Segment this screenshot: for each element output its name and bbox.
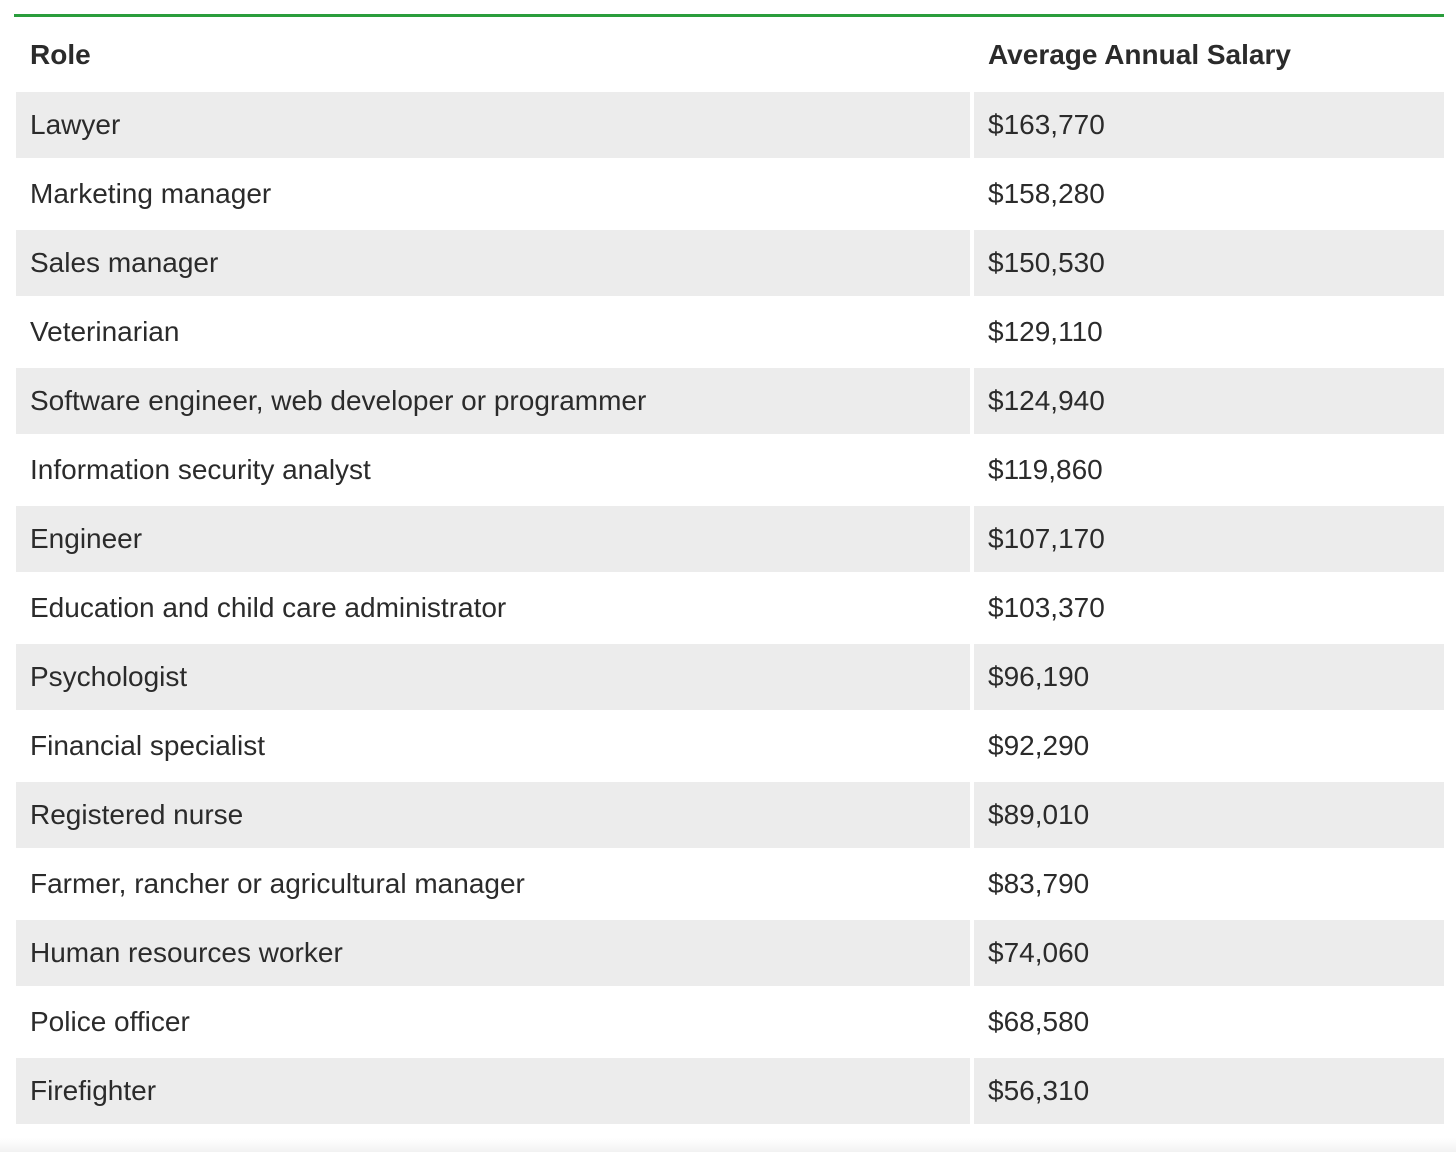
cell-salary: $129,110 [974,299,1444,365]
cell-role: Psychologist [16,644,970,710]
table-row: Software engineer, web developer or prog… [16,368,1444,434]
cell-role: Marketing manager [16,161,970,227]
salary-table-container: Role Average Annual Salary Lawyer $163,77… [14,14,1444,1127]
table-row: Farmer, rancher or agricultural manager $… [16,851,1444,917]
column-header-salary: Average Annual Salary [974,21,1444,89]
bottom-edge-shadow [0,1138,1456,1152]
cell-salary: $68,580 [974,989,1444,1055]
cell-salary: $124,940 [974,368,1444,434]
cell-salary: $74,060 [974,920,1444,986]
cell-salary: $107,170 [974,506,1444,572]
cell-salary: $150,530 [974,230,1444,296]
cell-salary: $158,280 [974,161,1444,227]
cell-salary: $89,010 [974,782,1444,848]
cell-role: Financial specialist [16,713,970,779]
table-row: Engineer $107,170 [16,506,1444,572]
cell-role: Human resources worker [16,920,970,986]
cell-role: Engineer [16,506,970,572]
cell-role: Education and child care administrator [16,575,970,641]
cell-role: Veterinarian [16,299,970,365]
cell-role: Registered nurse [16,782,970,848]
cell-salary: $83,790 [974,851,1444,917]
salary-table: Role Average Annual Salary Lawyer $163,77… [12,18,1448,1127]
cell-role: Information security analyst [16,437,970,503]
cell-role: Lawyer [16,92,970,158]
table-row: Marketing manager $158,280 [16,161,1444,227]
table-row: Lawyer $163,770 [16,92,1444,158]
column-header-role: Role [16,21,970,89]
cell-salary: $92,290 [974,713,1444,779]
table-top-rule [14,14,1444,17]
cell-role: Farmer, rancher or agricultural manager [16,851,970,917]
table-row: Sales manager $150,530 [16,230,1444,296]
cell-salary: $119,860 [974,437,1444,503]
cell-salary: $56,310 [974,1058,1444,1124]
table-row: Police officer $68,580 [16,989,1444,1055]
table-row: Psychologist $96,190 [16,644,1444,710]
table-row: Human resources worker $74,060 [16,920,1444,986]
cell-role: Sales manager [16,230,970,296]
cell-salary: $96,190 [974,644,1444,710]
table-row: Firefighter $56,310 [16,1058,1444,1124]
cell-role: Software engineer, web developer or prog… [16,368,970,434]
cell-role: Firefighter [16,1058,970,1124]
table-row: Financial specialist $92,290 [16,713,1444,779]
table-header: Role Average Annual Salary [16,21,1444,89]
table-row: Veterinarian $129,110 [16,299,1444,365]
cell-salary: $163,770 [974,92,1444,158]
header-row: Role Average Annual Salary [16,21,1444,89]
cell-role: Police officer [16,989,970,1055]
table-body: Lawyer $163,770 Marketing manager $158,280 S… [16,92,1444,1124]
table-row: Registered nurse $89,010 [16,782,1444,848]
table-row: Information security analyst $119,860 [16,437,1444,503]
cell-salary: $103,370 [974,575,1444,641]
table-row: Education and child care administrator $1… [16,575,1444,641]
